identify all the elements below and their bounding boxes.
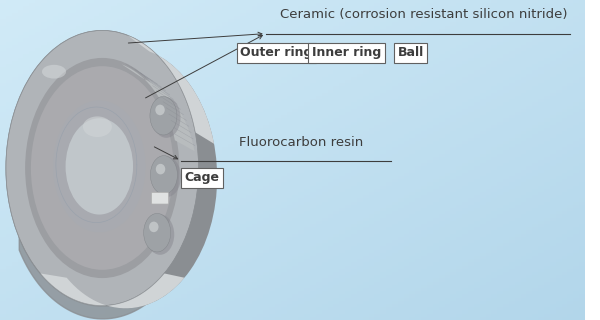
Ellipse shape	[151, 156, 178, 194]
Ellipse shape	[146, 214, 174, 255]
Ellipse shape	[27, 61, 178, 275]
Ellipse shape	[152, 156, 181, 197]
Ellipse shape	[155, 105, 165, 115]
Text: Inner ring: Inner ring	[312, 46, 381, 59]
Ellipse shape	[65, 117, 134, 216]
Ellipse shape	[25, 58, 179, 278]
Text: Fluorocarbon resin: Fluorocarbon resin	[239, 136, 363, 149]
Ellipse shape	[57, 106, 142, 227]
Ellipse shape	[63, 88, 188, 267]
Text: Ball: Ball	[398, 46, 424, 59]
Ellipse shape	[65, 118, 133, 215]
Ellipse shape	[42, 65, 66, 79]
Ellipse shape	[143, 213, 170, 252]
Ellipse shape	[150, 96, 177, 135]
Text: Ceramic (corrosion resistant silicon nitride): Ceramic (corrosion resistant silicon nit…	[280, 8, 567, 21]
Ellipse shape	[56, 107, 137, 223]
Polygon shape	[127, 35, 214, 144]
Ellipse shape	[149, 221, 158, 232]
Ellipse shape	[152, 97, 181, 138]
Ellipse shape	[70, 125, 128, 208]
Ellipse shape	[83, 116, 112, 137]
FancyBboxPatch shape	[152, 193, 169, 204]
Ellipse shape	[53, 100, 146, 232]
Ellipse shape	[156, 164, 165, 174]
Text: Outer ring: Outer ring	[240, 46, 313, 59]
Ellipse shape	[31, 66, 173, 270]
Polygon shape	[40, 273, 184, 308]
Ellipse shape	[78, 136, 121, 197]
Polygon shape	[122, 64, 194, 151]
Text: Cage: Cage	[184, 171, 219, 184]
Ellipse shape	[6, 30, 199, 306]
Ellipse shape	[34, 47, 217, 308]
